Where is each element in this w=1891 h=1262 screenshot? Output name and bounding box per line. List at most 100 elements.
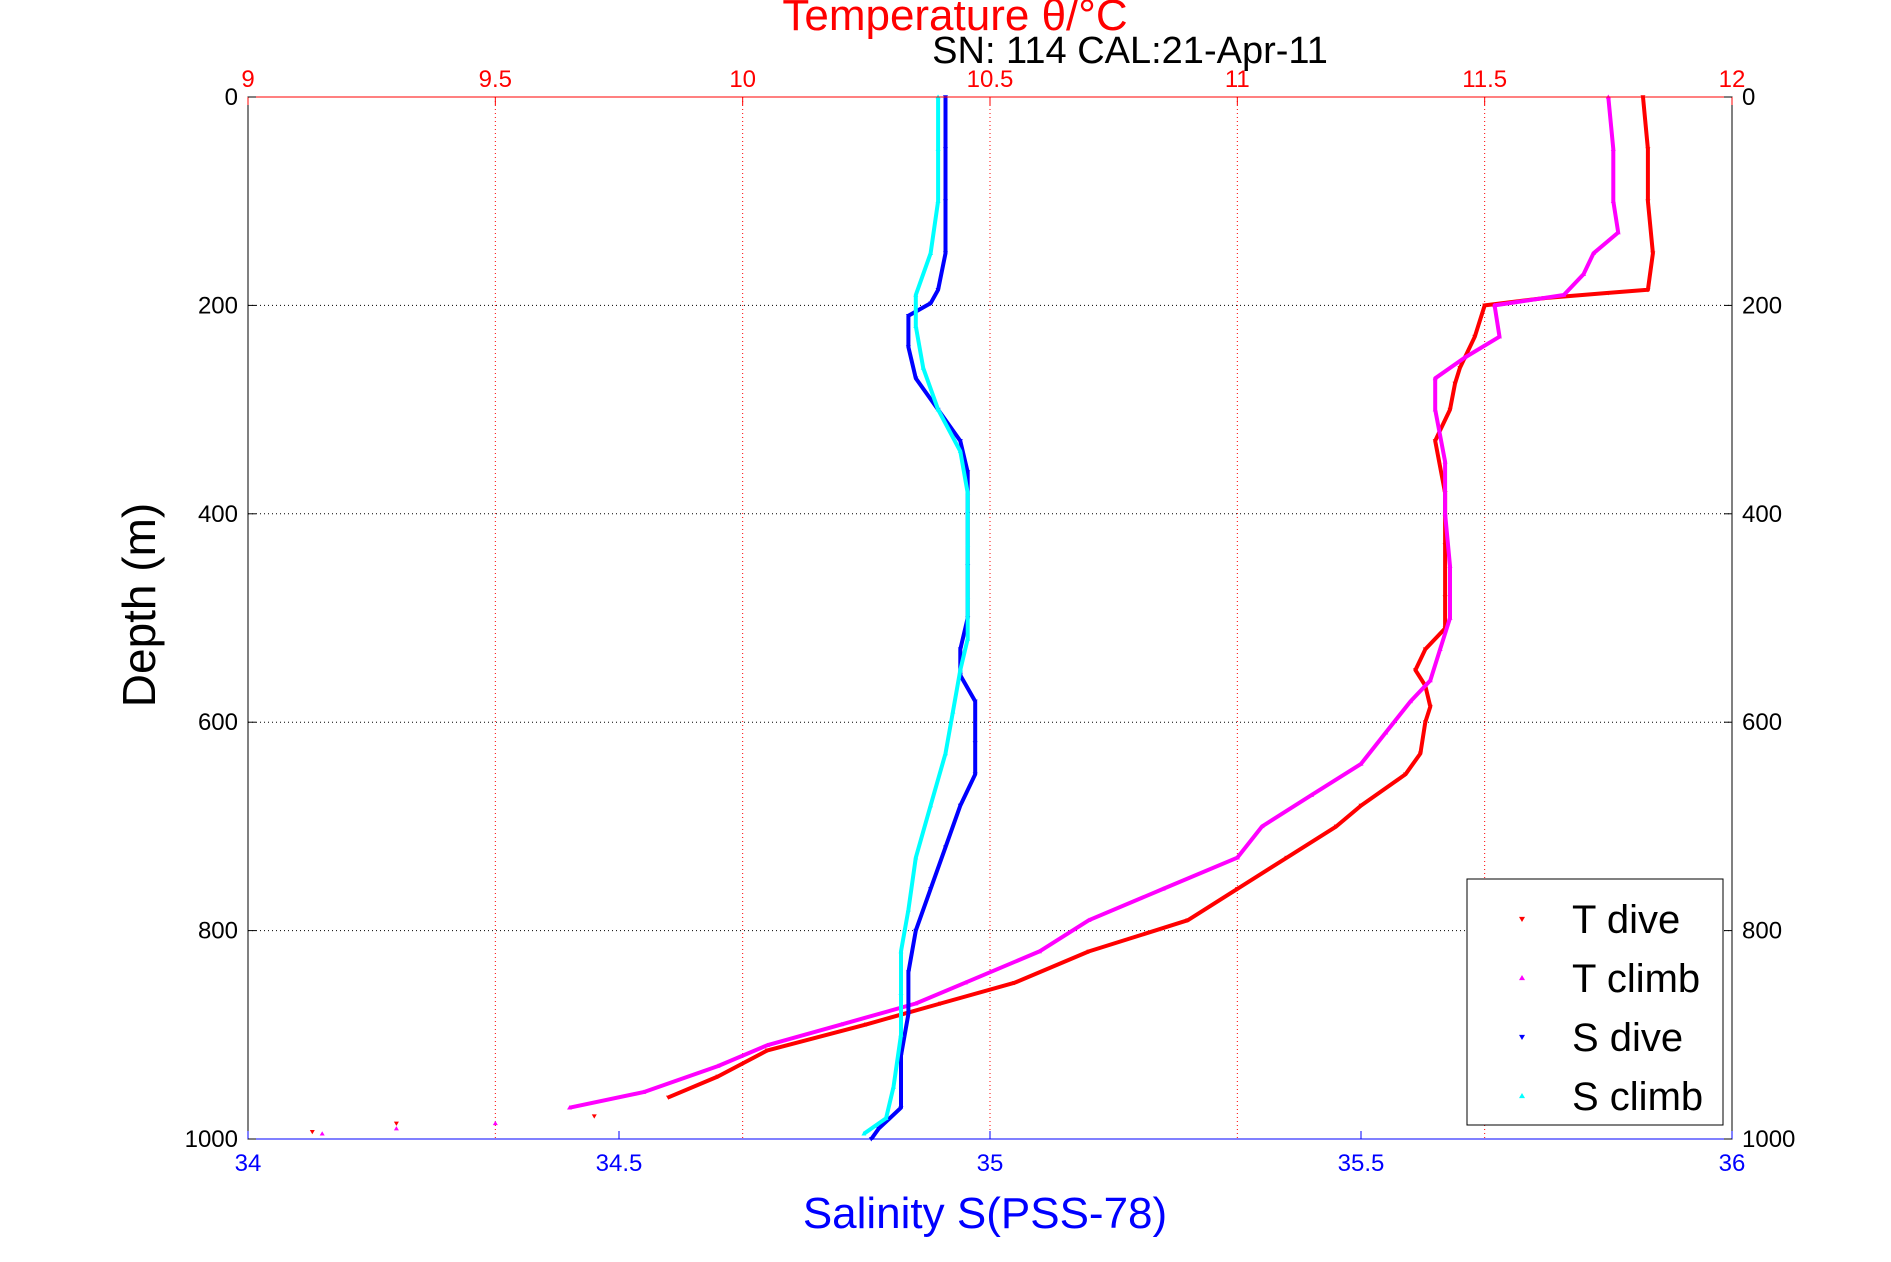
data-point: [905, 345, 911, 350]
chart-subtitle: SN: 114 CAL:21-Apr-11: [932, 30, 1328, 72]
data-point: [1452, 381, 1458, 387]
legend-item: T dive: [1519, 898, 1680, 942]
data-point: [898, 990, 904, 995]
legend-marker: [1519, 1093, 1525, 1099]
data-point: [1012, 980, 1018, 986]
data-point: [393, 1121, 399, 1126]
data-point: [1259, 823, 1265, 829]
data-point: [1645, 147, 1651, 152]
legend: T dive T climb S dive S climb: [1466, 878, 1724, 1126]
data-point: [567, 1105, 573, 1110]
data-point: [1427, 704, 1433, 710]
data-point: [905, 970, 911, 975]
data-point: [1645, 288, 1651, 293]
right-tick-label: 0: [1742, 84, 1755, 111]
data-point: [957, 667, 963, 672]
series-line: [862, 97, 970, 1136]
data-point: [913, 855, 919, 860]
data-point: [1422, 647, 1428, 652]
data-point: [1645, 199, 1651, 204]
data-point: [965, 594, 971, 599]
series-line: [569, 96, 1621, 1110]
right-tick-label: 600: [1742, 709, 1782, 736]
data-point: [715, 1074, 721, 1079]
legend-marker: [1519, 975, 1525, 981]
data-point: [898, 1032, 904, 1037]
data-point: [1605, 291, 1611, 296]
data-point: [876, 1126, 882, 1132]
top-tick-label: 9: [241, 66, 254, 93]
data-point: [950, 709, 956, 714]
data-point: [1581, 271, 1587, 276]
data-point: [891, 1084, 897, 1089]
data-point: [319, 1131, 325, 1136]
bottom-tick-label: 36: [1719, 1150, 1746, 1177]
data-point: [962, 980, 968, 985]
data-point: [942, 251, 948, 256]
bottom-tick-label: 35: [977, 1150, 1004, 1177]
top-tick-label: 11: [1225, 66, 1250, 93]
data-point: [883, 1115, 889, 1120]
data-point: [665, 1095, 671, 1100]
data-point: [1309, 792, 1315, 797]
data-point: [1185, 918, 1191, 923]
data-point: [1447, 407, 1453, 413]
data-point: [928, 301, 934, 306]
data-point: [942, 199, 948, 204]
data-point: [1442, 595, 1448, 600]
data-point: [1462, 355, 1468, 360]
series-line: [869, 97, 978, 1141]
legend-label: S dive: [1572, 1016, 1683, 1060]
data-point: [935, 198, 941, 203]
data-point: [1447, 615, 1453, 620]
axis-ticks: 9 9.5 10 10.5 11 11.5 12 34 34.5 35 35.5 36 0 0 200 200…: [185, 66, 1796, 1177]
data-point: [1615, 229, 1621, 235]
data-point: [965, 636, 971, 641]
data-point: [913, 376, 919, 381]
data-point: [972, 772, 978, 777]
left-tick-label: 0: [225, 84, 238, 111]
left-tick-label: 400: [198, 501, 238, 528]
left-tick-label: 600: [198, 709, 238, 736]
data-point: [1234, 887, 1240, 892]
data-point: [1284, 855, 1290, 861]
data-point: [1590, 250, 1596, 256]
data-point: [1358, 761, 1364, 766]
data-point: [492, 1120, 498, 1126]
data-point: [938, 1001, 944, 1007]
chart-title: Temperature θ/°C: [782, 0, 1127, 40]
data-point: [839, 1021, 845, 1027]
legend-item: T climb: [1519, 957, 1700, 1001]
legend-label: S climb: [1572, 1075, 1703, 1119]
right-tick-label: 400: [1742, 501, 1782, 528]
data-point: [1358, 803, 1364, 809]
legend-label: T dive: [1572, 898, 1680, 942]
data-point: [942, 750, 948, 756]
series-t-dive: [309, 95, 1656, 1135]
data-point: [942, 147, 948, 152]
data-point: [591, 1114, 597, 1119]
data-point: [1610, 198, 1616, 203]
legend-marker: [1519, 1034, 1525, 1040]
data-point: [715, 1063, 721, 1068]
top-tick-label: 10.5: [967, 66, 1014, 93]
data-point: [972, 741, 978, 746]
data-point: [928, 803, 934, 808]
data-point: [1412, 668, 1418, 673]
top-tick-label: 12: [1719, 66, 1746, 93]
data-point: [309, 1129, 315, 1135]
data-point: [1407, 698, 1413, 704]
data-point: [1561, 292, 1567, 297]
right-tick-label: 800: [1742, 918, 1782, 945]
data-point: [957, 448, 963, 454]
x-axis-title: Salinity S(PSS-78): [803, 1189, 1167, 1238]
data-point: [863, 1022, 869, 1027]
legend-item: S climb: [1519, 1075, 1703, 1119]
data-point: [965, 490, 971, 495]
data-point: [913, 323, 919, 328]
data-point: [905, 907, 911, 912]
right-tick-label: 200: [1742, 292, 1782, 319]
data-point: [1417, 751, 1423, 756]
data-point: [935, 146, 941, 151]
data-point: [1383, 730, 1389, 735]
